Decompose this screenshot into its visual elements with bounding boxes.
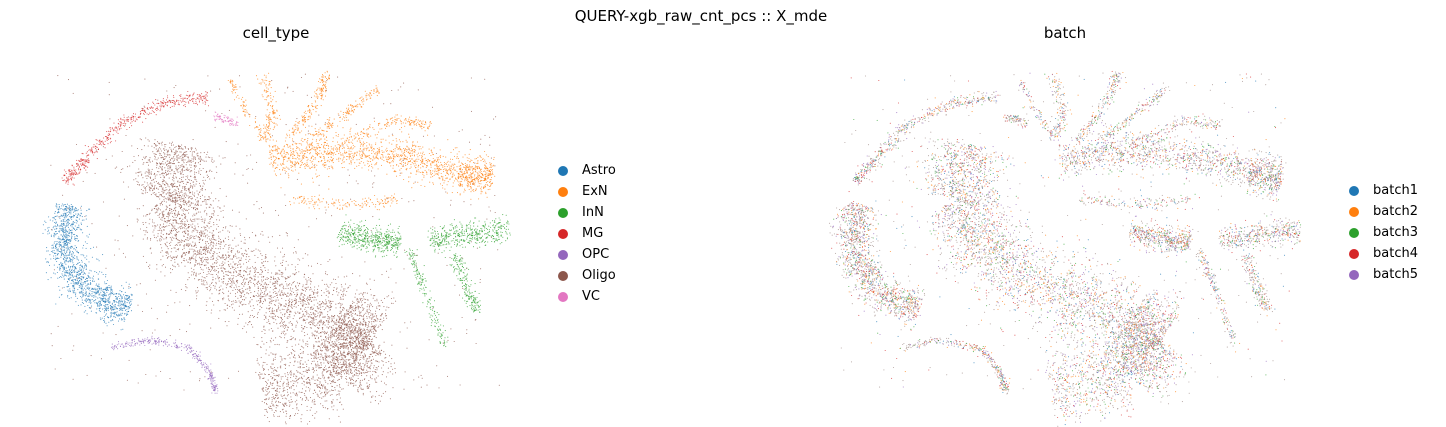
cell-type-point (61, 253, 63, 255)
cell-type-point (78, 218, 80, 220)
cell-type-point (54, 259, 56, 261)
cell-type-point (81, 292, 83, 294)
cell-type-point (97, 292, 99, 294)
cell-type-point (104, 281, 106, 283)
cell-type-point (84, 305, 86, 307)
cell-type-point (83, 294, 85, 296)
cell-type-point (98, 300, 100, 302)
cell-type-point (73, 290, 75, 292)
figure-suptitle: QUERY-xgb_raw_cnt_pcs :: X_mde (0, 7, 1402, 25)
cell-type-points (42, 70, 511, 425)
panel-title-batch: batch (965, 24, 1165, 42)
cell-type-point (72, 270, 74, 272)
cell-type-point (84, 282, 86, 284)
cell-type-point (55, 234, 57, 236)
cell-type-point (122, 310, 124, 312)
cell-type-point (85, 266, 88, 268)
cell-type-point (64, 271, 66, 273)
cell-type-point (64, 236, 66, 238)
cell-type-point (61, 276, 63, 278)
cell-type-point (55, 205, 57, 207)
cell-type-point (105, 274, 107, 276)
cell-type-point (80, 285, 82, 287)
cell-type-point (68, 222, 71, 225)
cell-type-point (70, 297, 72, 299)
panel-title-cell-type: cell_type (176, 24, 376, 42)
cell-type-point (105, 288, 107, 290)
cell-type-point (47, 261, 49, 263)
cell-type-point (106, 325, 108, 327)
